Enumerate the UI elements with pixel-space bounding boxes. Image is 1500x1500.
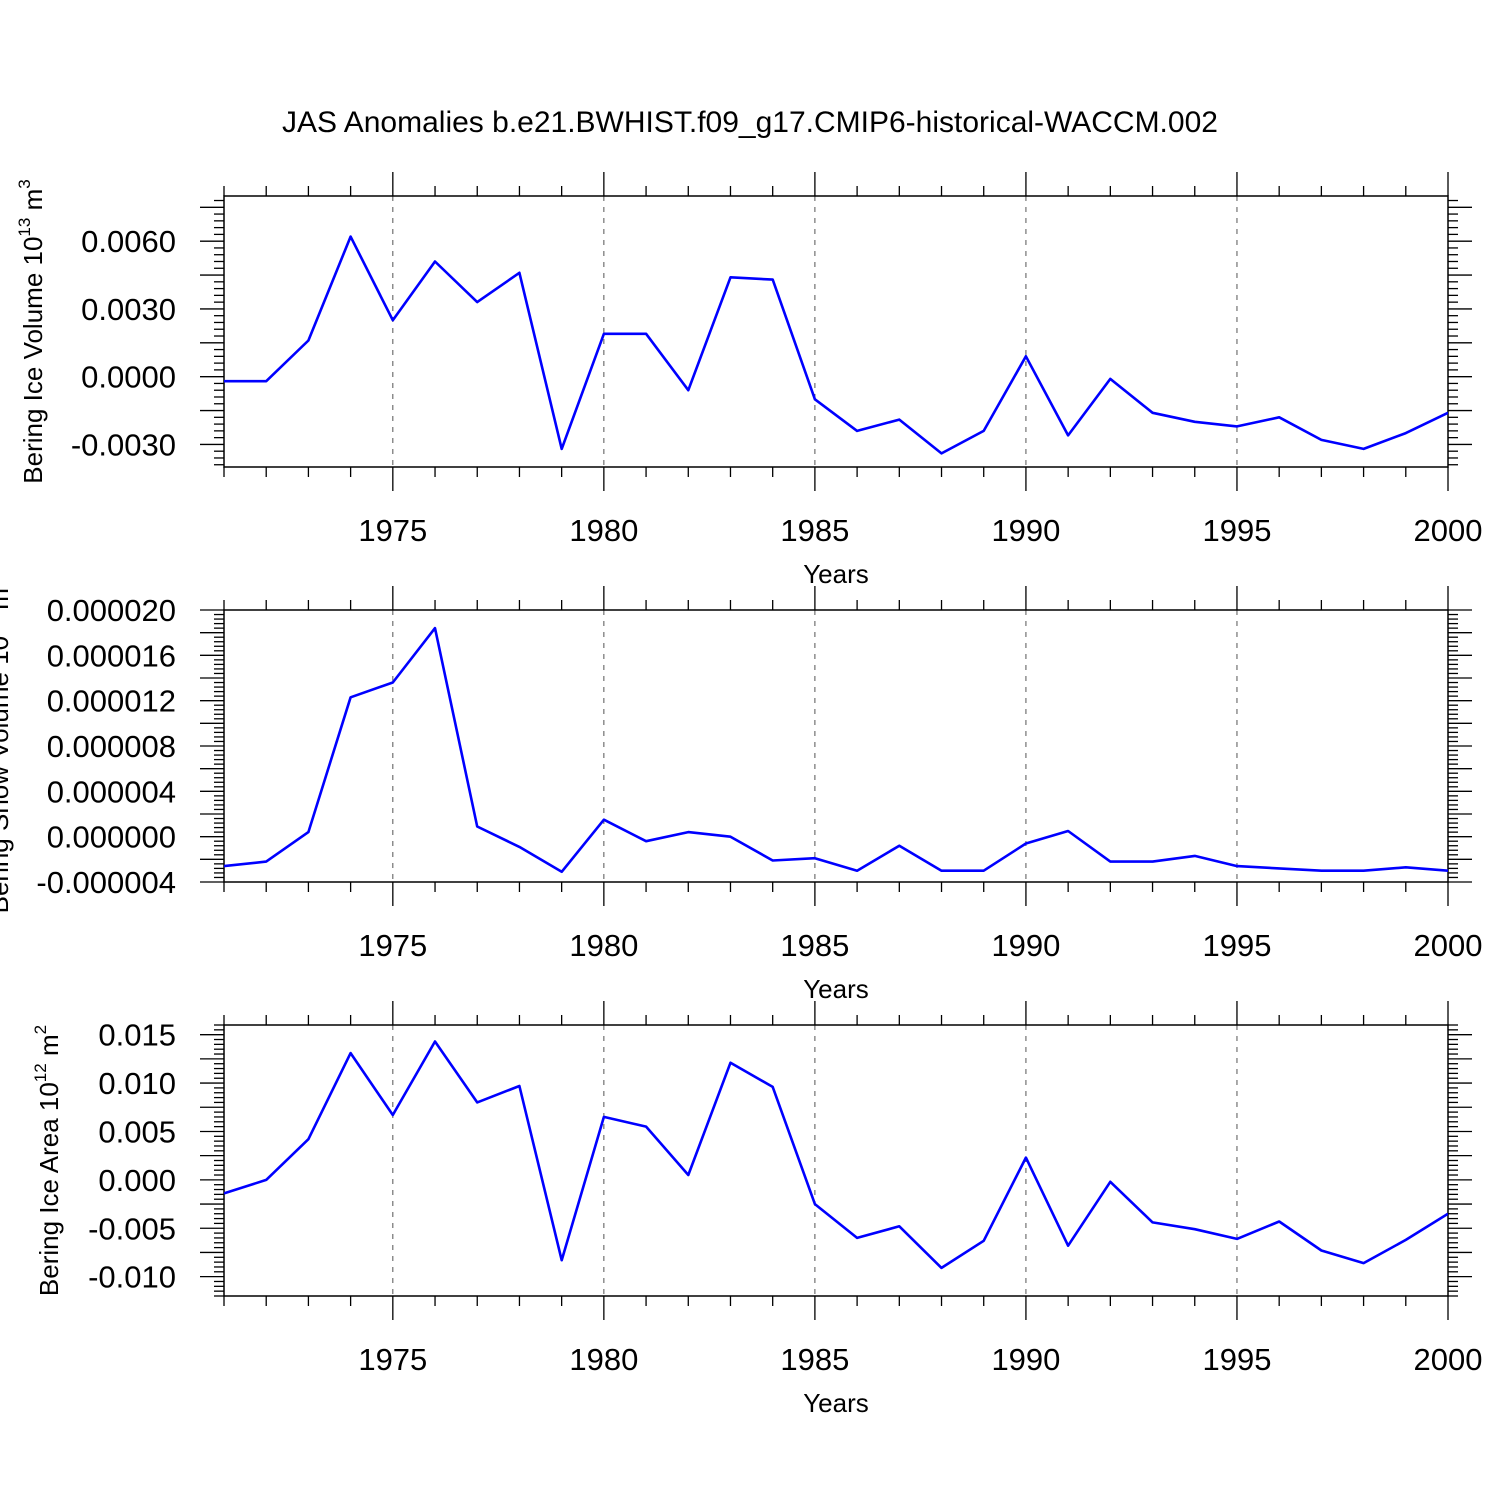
x-axis-title: Years (803, 559, 869, 589)
x-axis-title: Years (803, 974, 869, 1004)
x-tick-label: 2000 (1414, 513, 1483, 548)
y-tick-label: 0.010 (98, 1066, 176, 1101)
x-tick-label: 1995 (1202, 928, 1271, 963)
series-line (224, 1040, 1448, 1270)
y-tick-label: 0.000016 (47, 638, 176, 673)
x-axis-title: Years (803, 1388, 869, 1418)
series-line (224, 235, 1448, 455)
x-tick-label: 2000 (1414, 1342, 1483, 1377)
y-tick-label: 0.000000 (47, 820, 176, 855)
plot-frame (223, 195, 1449, 468)
y-tick-label: 0.000012 (47, 684, 176, 719)
chart-title: JAS Anomalies b.e21.BWHIST.f09_g17.CMIP6… (282, 106, 1218, 139)
y-tick-label: -0.0030 (71, 427, 176, 462)
x-tick-label: 1985 (780, 513, 849, 548)
x-tick-label: 1985 (780, 928, 849, 963)
panel-2: 1975 1980 1985 1990 1995 2000 0.000020 0.000016… (0, 579, 1483, 1004)
x-tick-label: 1975 (358, 513, 427, 548)
y-tick-label: 0.000008 (47, 729, 176, 764)
y-tick-label: 0.0000 (81, 360, 176, 395)
x-tick-label: 2000 (1414, 928, 1483, 963)
x-tick-label: 1990 (991, 1342, 1060, 1377)
y-tick-label: -0.005 (88, 1211, 176, 1246)
x-tick-label: 1995 (1202, 513, 1271, 548)
plot-frame (223, 609, 1449, 883)
x-tick-label: 1980 (569, 1342, 638, 1377)
y-tick-label: 0.000 (98, 1163, 176, 1198)
y-tick-label: 0.000004 (47, 774, 176, 809)
x-tick-label: 1975 (358, 928, 427, 963)
y-axis-title: Bering Ice Volume 1013 m3 (15, 179, 48, 483)
x-tick-label: 1975 (358, 1342, 427, 1377)
y-tick-label: 0.0030 (81, 292, 176, 327)
x-tick-label: 1990 (991, 513, 1060, 548)
y-tick-label: 0.0060 (81, 224, 176, 259)
panel-1: 1975 1980 1985 1990 1995 2000 0.0060 0.0030 0.00… (15, 172, 1482, 589)
x-tick-label: 1990 (991, 928, 1060, 963)
x-tick-label: 1980 (569, 928, 638, 963)
y-tick-label: 0.000020 (47, 593, 176, 628)
y-tick-label: -0.010 (88, 1260, 176, 1295)
y-tick-label: 0.005 (98, 1114, 176, 1149)
y-tick-label: -0.000004 (36, 865, 176, 900)
x-tick-label: 1995 (1202, 1342, 1271, 1377)
plot-frame (223, 1024, 1449, 1297)
x-tick-label: 1980 (569, 513, 638, 548)
y-axis-title: Bering Ice Area 1012 m2 (31, 1025, 64, 1296)
y-tick-label: 0.015 (98, 1018, 176, 1053)
y-axis-title: Bering Snow Volume 1013 m3 (0, 579, 14, 914)
series-line (224, 626, 1448, 874)
x-tick-label: 1985 (780, 1342, 849, 1377)
panel-3: 1975 1980 1985 1990 1995 2000 0.015 0.010 0.005 0… (31, 1001, 1482, 1418)
